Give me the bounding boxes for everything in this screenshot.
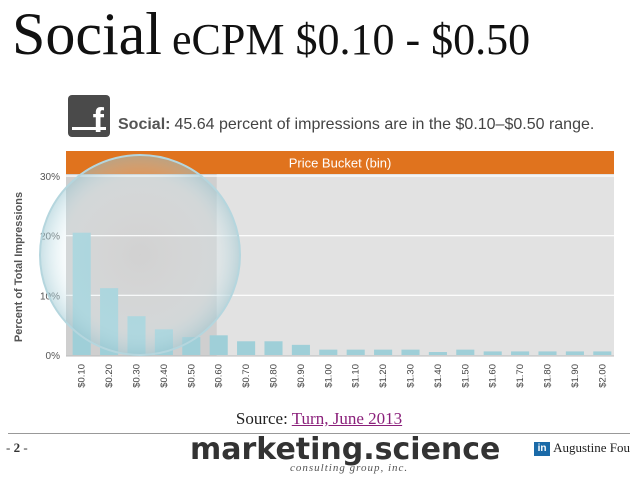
x-tick-label: $1.60 (488, 364, 499, 388)
chart-subtitle-text: 45.64 percent of impressions are in the … (174, 116, 595, 133)
brand-logo: marketing.science (190, 432, 501, 467)
x-tick-label: $1.30 (406, 364, 417, 388)
x-tick-label: $1.00 (323, 364, 334, 388)
bar (374, 349, 393, 355)
magnifier-lens (39, 154, 241, 356)
source-line: Source: Turn, June 2013 (0, 409, 638, 429)
bar (319, 349, 338, 355)
x-tick-label: $0.80 (269, 364, 280, 388)
bar (237, 341, 256, 355)
source-label: Source: (235, 409, 288, 428)
x-tick-label: $0.10 (77, 364, 88, 388)
x-tick-label: $1.20 (378, 364, 389, 388)
bar (264, 341, 283, 355)
bar (456, 349, 475, 355)
page-number-value: 2 (13, 440, 21, 455)
page-number: - 2 - (6, 440, 28, 455)
bar (565, 351, 584, 355)
slide-title-rest: eCPM $0.10 - $0.50 (171, 15, 531, 64)
x-tick-label: $1.70 (515, 364, 526, 388)
bar (483, 351, 502, 355)
x-tick-label: $0.20 (104, 364, 115, 388)
x-tick-label: $1.10 (351, 364, 362, 388)
x-tick-label: $2.00 (597, 364, 608, 388)
source-link[interactable]: Turn, June 2013 (291, 409, 403, 428)
slide-title-word: Social (12, 1, 162, 67)
x-tick-label: $0.70 (241, 364, 252, 388)
y-tick-label: 30% (40, 172, 60, 183)
x-tick-label: $0.40 (159, 364, 170, 388)
bar (511, 351, 530, 355)
y-tick-label: 0% (46, 351, 61, 362)
bar (209, 335, 228, 355)
facebook-icon: f (68, 95, 110, 140)
bar (346, 349, 365, 355)
footer-divider (8, 433, 630, 434)
bar (428, 352, 447, 355)
x-tick-label: $0.50 (186, 364, 197, 388)
bar (593, 351, 612, 355)
chart-subtitle: Social: 45.64 percent of impressions are … (118, 116, 594, 134)
linkedin-icon: in (534, 442, 551, 456)
chart-header-band (66, 151, 614, 174)
bar (401, 349, 420, 355)
bar (291, 344, 310, 355)
y-axis-label: Percent of Total Impressions (13, 192, 25, 342)
facebook-letter: f (92, 102, 104, 140)
x-tick-label: $1.40 (433, 364, 444, 388)
slide-title: Social eCPM $0.10 - $0.50 (12, 0, 530, 69)
brand-subtitle: consulting group, inc. (290, 462, 409, 474)
x-tick-label: $0.90 (296, 364, 307, 388)
chart-title: Price Bucket (bin) (289, 156, 392, 171)
x-tick-label: $0.60 (214, 364, 225, 388)
x-tick-label: $1.80 (543, 364, 554, 388)
author-credit: in Augustine Fou (534, 440, 630, 456)
author-name: Augustine Fou (553, 440, 630, 455)
x-tick-label: $1.90 (570, 364, 581, 388)
x-tick-label: $0.30 (132, 364, 143, 388)
bar (538, 351, 557, 355)
x-tick-label: $1.50 (460, 364, 471, 388)
chart-subtitle-label: Social: (118, 116, 171, 133)
